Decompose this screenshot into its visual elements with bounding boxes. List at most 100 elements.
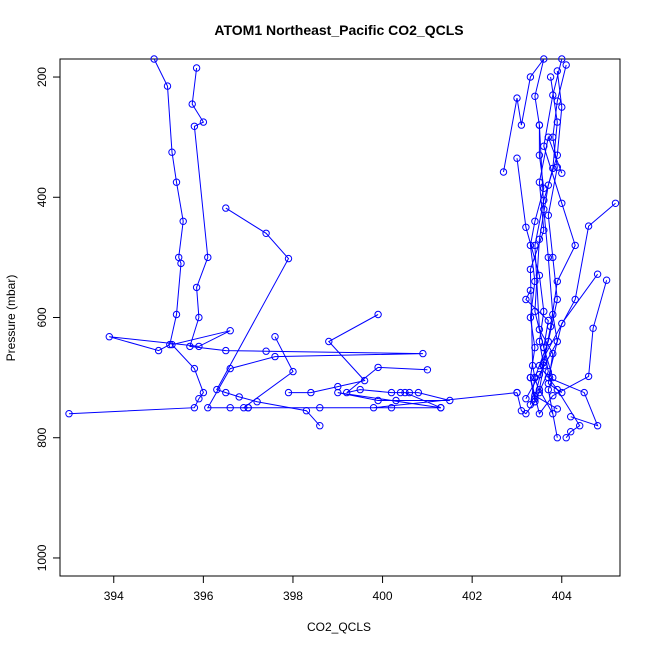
series-1 (65, 55, 234, 418)
data-point (526, 373, 535, 382)
data-point (571, 295, 579, 304)
data-point (593, 422, 602, 430)
data-point (593, 270, 602, 278)
data-point (195, 313, 203, 322)
data-point (190, 364, 199, 373)
data-point (195, 342, 203, 351)
data-point (190, 404, 199, 412)
data-point (334, 388, 342, 397)
data-point (531, 277, 539, 286)
data-point (188, 100, 196, 108)
data-point (199, 118, 208, 126)
data-point (199, 388, 208, 397)
data-point (540, 226, 548, 235)
data-point (401, 388, 409, 397)
data-point (522, 223, 530, 232)
data-point (535, 151, 544, 159)
data-point (166, 340, 174, 349)
data-point (316, 422, 324, 430)
data-point (558, 55, 566, 63)
series-line (529, 280, 608, 415)
data-point (553, 277, 561, 286)
series-line (242, 336, 518, 409)
data-point (168, 340, 176, 349)
x-axis-title: CO2_QCLS (307, 620, 371, 634)
series-line (189, 67, 423, 409)
data-point (374, 363, 382, 372)
x-tick-label: 398 (283, 589, 303, 603)
data-point (522, 295, 530, 304)
data-point (369, 404, 378, 412)
data-point (535, 325, 544, 334)
data-point (522, 395, 530, 403)
y-tick-label: 1000 (35, 544, 49, 571)
data-point (531, 92, 539, 101)
data-point (186, 342, 194, 351)
data-point (549, 349, 557, 358)
data-point (544, 133, 552, 141)
data-point (517, 121, 526, 129)
data-point (531, 373, 539, 382)
data-point (499, 168, 508, 176)
data-point (567, 428, 575, 436)
y-axis-title: Pressure (mbar) (4, 275, 18, 362)
series-3 (213, 204, 324, 430)
data-point (558, 169, 566, 177)
data-point (222, 346, 230, 355)
data-point (526, 265, 535, 274)
data-point (262, 347, 270, 355)
data-point (387, 388, 396, 397)
data-point (549, 392, 557, 400)
data-point (105, 333, 114, 341)
data-point (580, 388, 588, 397)
data-point (544, 373, 552, 382)
x-tick-label: 394 (104, 589, 124, 603)
data-point (584, 372, 593, 381)
data-point (544, 211, 552, 220)
data-point (271, 333, 279, 341)
data-point (235, 393, 243, 401)
series-line (534, 58, 576, 410)
data-point (540, 55, 548, 63)
data-point (374, 310, 382, 319)
data-point (553, 295, 561, 304)
data-point (571, 241, 579, 250)
series-4 (240, 333, 521, 412)
data-point (562, 434, 570, 442)
data-point (325, 337, 333, 346)
data-point (540, 307, 548, 316)
series-line (288, 314, 379, 394)
data-point (553, 337, 561, 346)
data-point (535, 388, 544, 397)
data-point (374, 396, 382, 405)
data-point (240, 404, 248, 412)
data-point (192, 64, 201, 72)
data-point (513, 94, 521, 102)
data-point (562, 61, 570, 69)
series-5 (284, 310, 382, 397)
data-point (513, 154, 521, 162)
y-tick-label: 600 (35, 307, 49, 327)
chart-title: ATOM1 Northeast_Pacific CO2_QCLS (214, 22, 463, 38)
data-point (271, 352, 279, 361)
series-2 (186, 64, 427, 412)
series-line (529, 135, 563, 393)
data-point (544, 181, 552, 189)
data-point (576, 422, 584, 430)
data-point (190, 122, 199, 131)
data-point (226, 327, 234, 335)
data-point (549, 253, 557, 262)
data-point (392, 396, 400, 405)
data-point (602, 276, 611, 284)
data-point (177, 259, 185, 268)
data-point (168, 148, 176, 156)
series-16 (544, 270, 602, 430)
data-point (316, 404, 324, 412)
data-point (589, 324, 597, 332)
data-point (544, 337, 552, 346)
series-18 (526, 133, 566, 397)
data-point (284, 388, 293, 397)
data-point (549, 91, 557, 99)
data-point (553, 163, 561, 171)
data-point (558, 199, 566, 208)
